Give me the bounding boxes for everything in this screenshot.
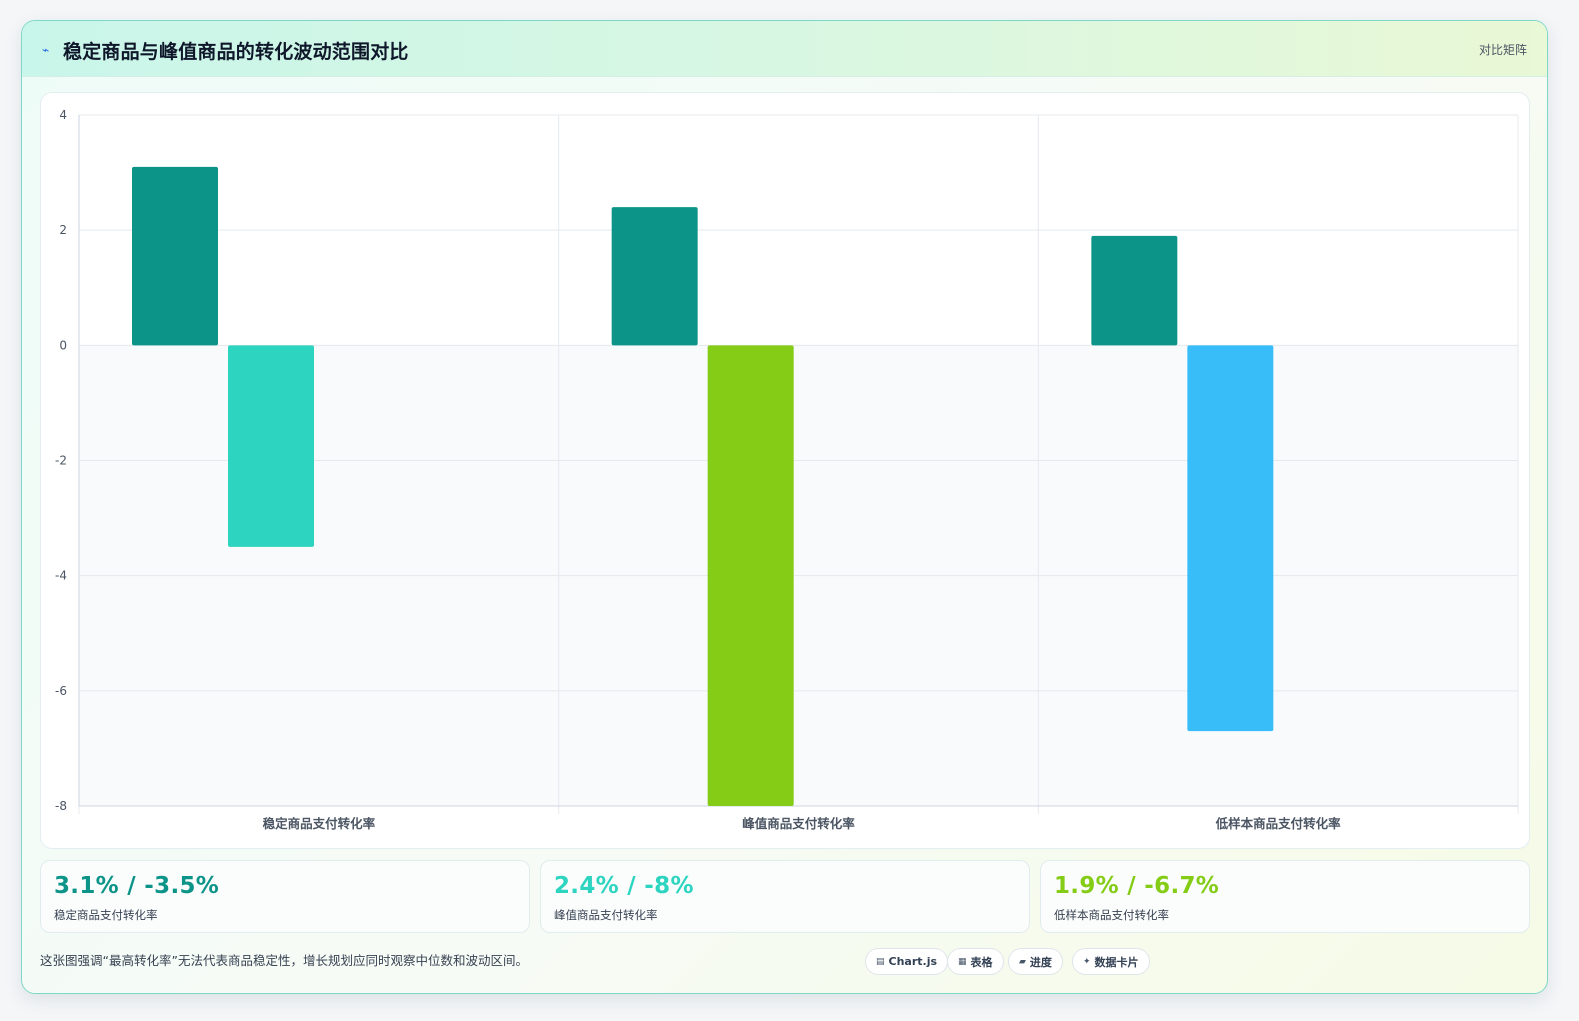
chip-label: 表格 — [970, 955, 993, 969]
chart-title: 稳定商品与峰值商品的转化波动范围对比 — [63, 41, 409, 63]
lightning-icon: ⌁ — [42, 43, 50, 57]
bar — [1187, 345, 1274, 732]
stat-value: 3.1% / -3.5% — [54, 873, 220, 899]
bar — [707, 345, 794, 806]
y-tick-label: -4 — [55, 569, 67, 583]
x-tick-label: 低样本商品支付转化率 — [1215, 816, 1342, 831]
chip-chartjs[interactable]: ▤ Chart.js — [865, 948, 949, 975]
y-tick-label: 2 — [59, 223, 67, 237]
chart-card: ⌁ 稳定商品与峰值商品的转化波动范围对比 对比矩阵 4 2 0 -2 -4 -6 -8 稳定商… — [21, 20, 1548, 994]
stat-card-stable: 3.1% / -3.5% 稳定商品支付转化率 — [40, 860, 530, 933]
chip-label: 进度 — [1029, 955, 1052, 969]
table-icon: ▦ — [958, 956, 967, 967]
y-tick-label: -6 — [55, 684, 67, 698]
stat-card-low-sample: 1.9% / -6.7% 低样本商品支付转化率 — [1040, 860, 1530, 933]
bar — [132, 166, 218, 346]
bar — [228, 345, 314, 547]
stat-label: 稳定商品支付转化率 — [54, 908, 158, 922]
progress-icon: ▰ — [1019, 956, 1026, 967]
stat-card-peak: 2.4% / -8% 峰值商品支付转化率 — [540, 860, 1030, 933]
stat-value: 2.4% / -8% — [554, 873, 694, 899]
header-tag: 对比矩阵 — [1478, 43, 1527, 57]
chip-progress[interactable]: ▰ 进度 — [1008, 948, 1063, 975]
x-tick-label: 稳定商品支付转化率 — [263, 816, 376, 831]
stat-label: 低样本商品支付转化率 — [1054, 908, 1169, 922]
chart-icon: ▤ — [876, 956, 885, 967]
chip-label: Chart.js — [888, 955, 938, 968]
stat-value: 1.9% / -6.7% — [1054, 873, 1220, 899]
chip-label: 数据卡片 — [1094, 955, 1139, 969]
card-header: ⌁ 稳定商品与峰值商品的转化波动范围对比 对比矩阵 — [22, 21, 1547, 77]
y-tick-label: 4 — [59, 108, 67, 122]
chip-table[interactable]: ▦ 表格 — [947, 948, 1004, 975]
y-tick-label: -2 — [55, 454, 67, 468]
x-tick-label: 峰值商品支付转化率 — [742, 816, 855, 831]
stat-label: 峰值商品支付转化率 — [554, 908, 658, 922]
bar — [1091, 235, 1178, 346]
y-tick-label: -8 — [55, 799, 67, 813]
footnote: 这张图强调“最高转化率”无法代表商品稳定性，增长规划应同时观察中位数和波动区间。 — [40, 953, 528, 968]
bar — [611, 207, 698, 346]
y-tick-label: 0 — [59, 338, 67, 352]
card-icon: ✦ — [1083, 956, 1091, 967]
chart-panel: 4 2 0 -2 -4 -6 -8 稳定商品支付转化率 峰值商品支付转化率 低样本商品支付转化率 — [40, 92, 1530, 849]
chip-data-card[interactable]: ✦ 数据卡片 — [1072, 948, 1150, 975]
bar-chart: 4 2 0 -2 -4 -6 -8 稳定商品支付转化率 峰值商品支付转化率 低样本商品支付转化率 — [55, 108, 1519, 831]
